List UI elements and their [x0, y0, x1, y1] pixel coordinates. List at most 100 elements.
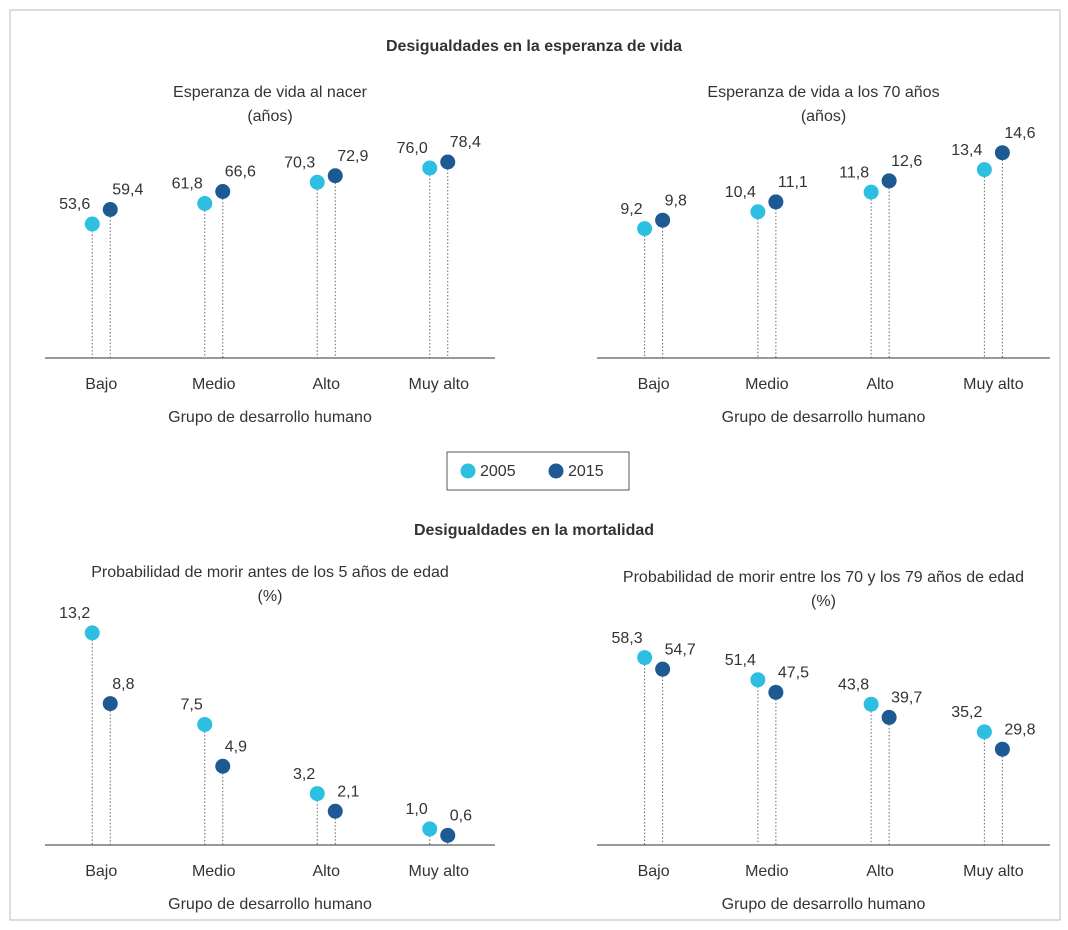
value-label: 61,8 [172, 176, 203, 193]
value-label: 58,3 [611, 630, 642, 647]
x-axis-label: Grupo de desarrollo humano [168, 896, 372, 913]
dot [768, 194, 784, 210]
value-label: 11,8 [839, 164, 869, 181]
value-label: 66,6 [225, 164, 256, 181]
dot [215, 184, 231, 199]
dot [637, 650, 653, 666]
x-axis-label: Grupo de desarrollo humano [722, 896, 926, 913]
x-tick-label: Bajo [85, 863, 117, 880]
value-label: 43,8 [838, 676, 869, 693]
x-tick-label: Muy alto [409, 376, 470, 393]
value-label: 10,4 [725, 184, 756, 201]
value-label: 3,2 [293, 766, 315, 783]
value-label: 13,4 [951, 142, 982, 159]
dot [422, 821, 438, 837]
x-tick-label: Bajo [638, 376, 670, 393]
chart-subtitle: Esperanza de vida a los 70 años [707, 84, 939, 101]
dot [102, 202, 118, 217]
value-label: 1,0 [406, 801, 428, 818]
value-label: 51,4 [725, 652, 756, 669]
dot [440, 154, 456, 170]
dot [327, 803, 343, 819]
dot [327, 168, 343, 184]
dot [84, 625, 100, 641]
value-label: 9,8 [665, 192, 687, 209]
dot [215, 758, 231, 774]
value-label: 72,9 [337, 148, 368, 165]
dot [863, 184, 879, 200]
x-tick-label: Medio [192, 376, 236, 393]
dot [84, 216, 100, 232]
value-label: 59,4 [112, 182, 143, 199]
dot [881, 173, 897, 189]
x-tick-label: Alto [312, 863, 340, 880]
dot [197, 716, 213, 732]
dot [750, 672, 766, 688]
value-label: 7,5 [181, 697, 203, 714]
x-tick-label: Bajo [638, 863, 670, 880]
value-label: 76,0 [397, 140, 428, 157]
x-tick-label: Medio [745, 863, 789, 880]
chart-subtitle: Probabilidad de morir antes de los 5 año… [91, 564, 449, 581]
value-label: 13,2 [59, 605, 90, 622]
dot [994, 145, 1010, 161]
dot [863, 696, 879, 712]
dot [881, 709, 897, 725]
value-label: 12,6 [891, 153, 922, 170]
x-tick-label: Alto [866, 863, 894, 880]
chart-subtitle: Esperanza de vida al nacer [173, 84, 368, 101]
value-label: 53,6 [59, 196, 90, 213]
value-label: 4,9 [225, 738, 247, 755]
section-title: Desigualdades en la mortalidad [414, 522, 654, 539]
value-label: 8,8 [112, 676, 134, 693]
dot [750, 204, 766, 220]
chart-subtitle: (%) [258, 588, 283, 605]
value-label: 39,7 [891, 690, 922, 707]
legend-swatch [548, 463, 564, 479]
dot [102, 696, 118, 712]
dot [197, 196, 213, 211]
legend-box [446, 451, 630, 491]
chart-subtitle: (años) [247, 108, 292, 125]
x-tick-label: Medio [192, 863, 236, 880]
value-label: 54,7 [665, 641, 696, 658]
dot [440, 827, 456, 843]
value-label: 78,4 [450, 134, 481, 151]
legend-swatch [460, 463, 476, 479]
dot [976, 162, 992, 178]
dot [637, 221, 653, 237]
value-label: 47,5 [778, 665, 809, 682]
x-axis-label: Grupo de desarrollo humano [168, 409, 372, 426]
dot [309, 786, 325, 802]
legend-label: 2015 [568, 463, 604, 480]
value-label: 11,1 [778, 174, 808, 191]
chart-subtitle: (%) [811, 593, 836, 610]
chart-subtitle: (años) [801, 108, 846, 125]
value-label: 9,2 [620, 201, 642, 218]
x-tick-label: Medio [745, 376, 789, 393]
dot [309, 174, 325, 190]
value-label: 35,2 [951, 704, 982, 721]
value-label: 0,6 [450, 808, 472, 825]
legend-label: 2005 [480, 463, 516, 480]
dot [422, 160, 438, 176]
section-title: Desigualdades en la esperanza de vida [386, 38, 682, 55]
dot [768, 684, 784, 700]
x-tick-label: Muy alto [963, 376, 1024, 393]
value-label: 29,8 [1004, 721, 1035, 738]
x-tick-label: Alto [866, 376, 894, 393]
dot [655, 212, 671, 228]
value-label: 70,3 [284, 154, 315, 171]
x-tick-label: Muy alto [409, 863, 470, 880]
dot [976, 724, 992, 740]
x-tick-label: Muy alto [963, 863, 1024, 880]
dot [655, 661, 671, 677]
value-label: 2,1 [337, 783, 359, 800]
x-tick-label: Bajo [85, 376, 117, 393]
chart-subtitle: Probabilidad de morir entre los 70 y los… [623, 569, 1024, 586]
x-axis-label: Grupo de desarrollo humano [722, 409, 926, 426]
dot [994, 741, 1010, 757]
value-label: 14,6 [1004, 125, 1035, 142]
x-tick-label: Alto [312, 376, 340, 393]
